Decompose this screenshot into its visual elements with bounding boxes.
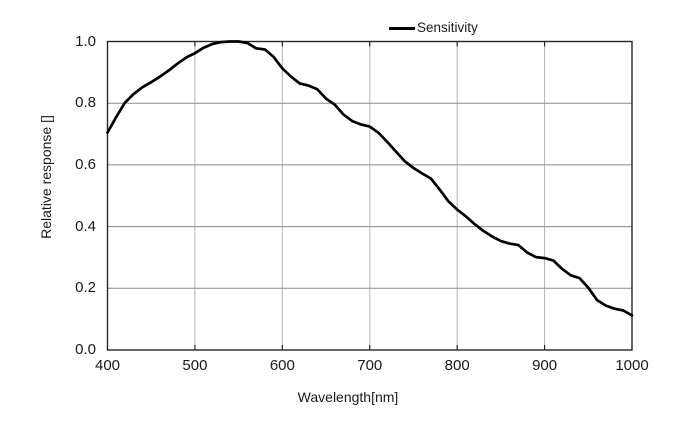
- y-axis-title: Relative response []: [38, 115, 54, 239]
- sensitivity-curve: [106, 40, 634, 317]
- x-tick-label: 1000: [615, 357, 649, 374]
- y-tick-label: 0.0: [75, 341, 96, 358]
- x-tick-label: 800: [444, 357, 470, 374]
- x-tick-label: 400: [94, 357, 121, 374]
- chart-legend: Sensitivity: [389, 20, 478, 36]
- x-tick-label: 700: [357, 357, 383, 374]
- y-tick-label: 0.6: [75, 155, 96, 173]
- x-tick-label: 600: [269, 357, 295, 374]
- y-tick-label: 0.4: [75, 217, 96, 235]
- y-tick-label: 0.8: [75, 94, 96, 112]
- y-tick-label: 0.2: [75, 279, 96, 297]
- x-axis-title: Wavelength[nm]: [297, 389, 399, 405]
- legend-label: Sensitivity: [417, 20, 478, 35]
- legend-line-swatch: [389, 26, 415, 30]
- y-tick-label: 1.0: [75, 32, 96, 50]
- x-tick-label: 900: [532, 357, 558, 374]
- x-tick-label: 500: [182, 357, 208, 374]
